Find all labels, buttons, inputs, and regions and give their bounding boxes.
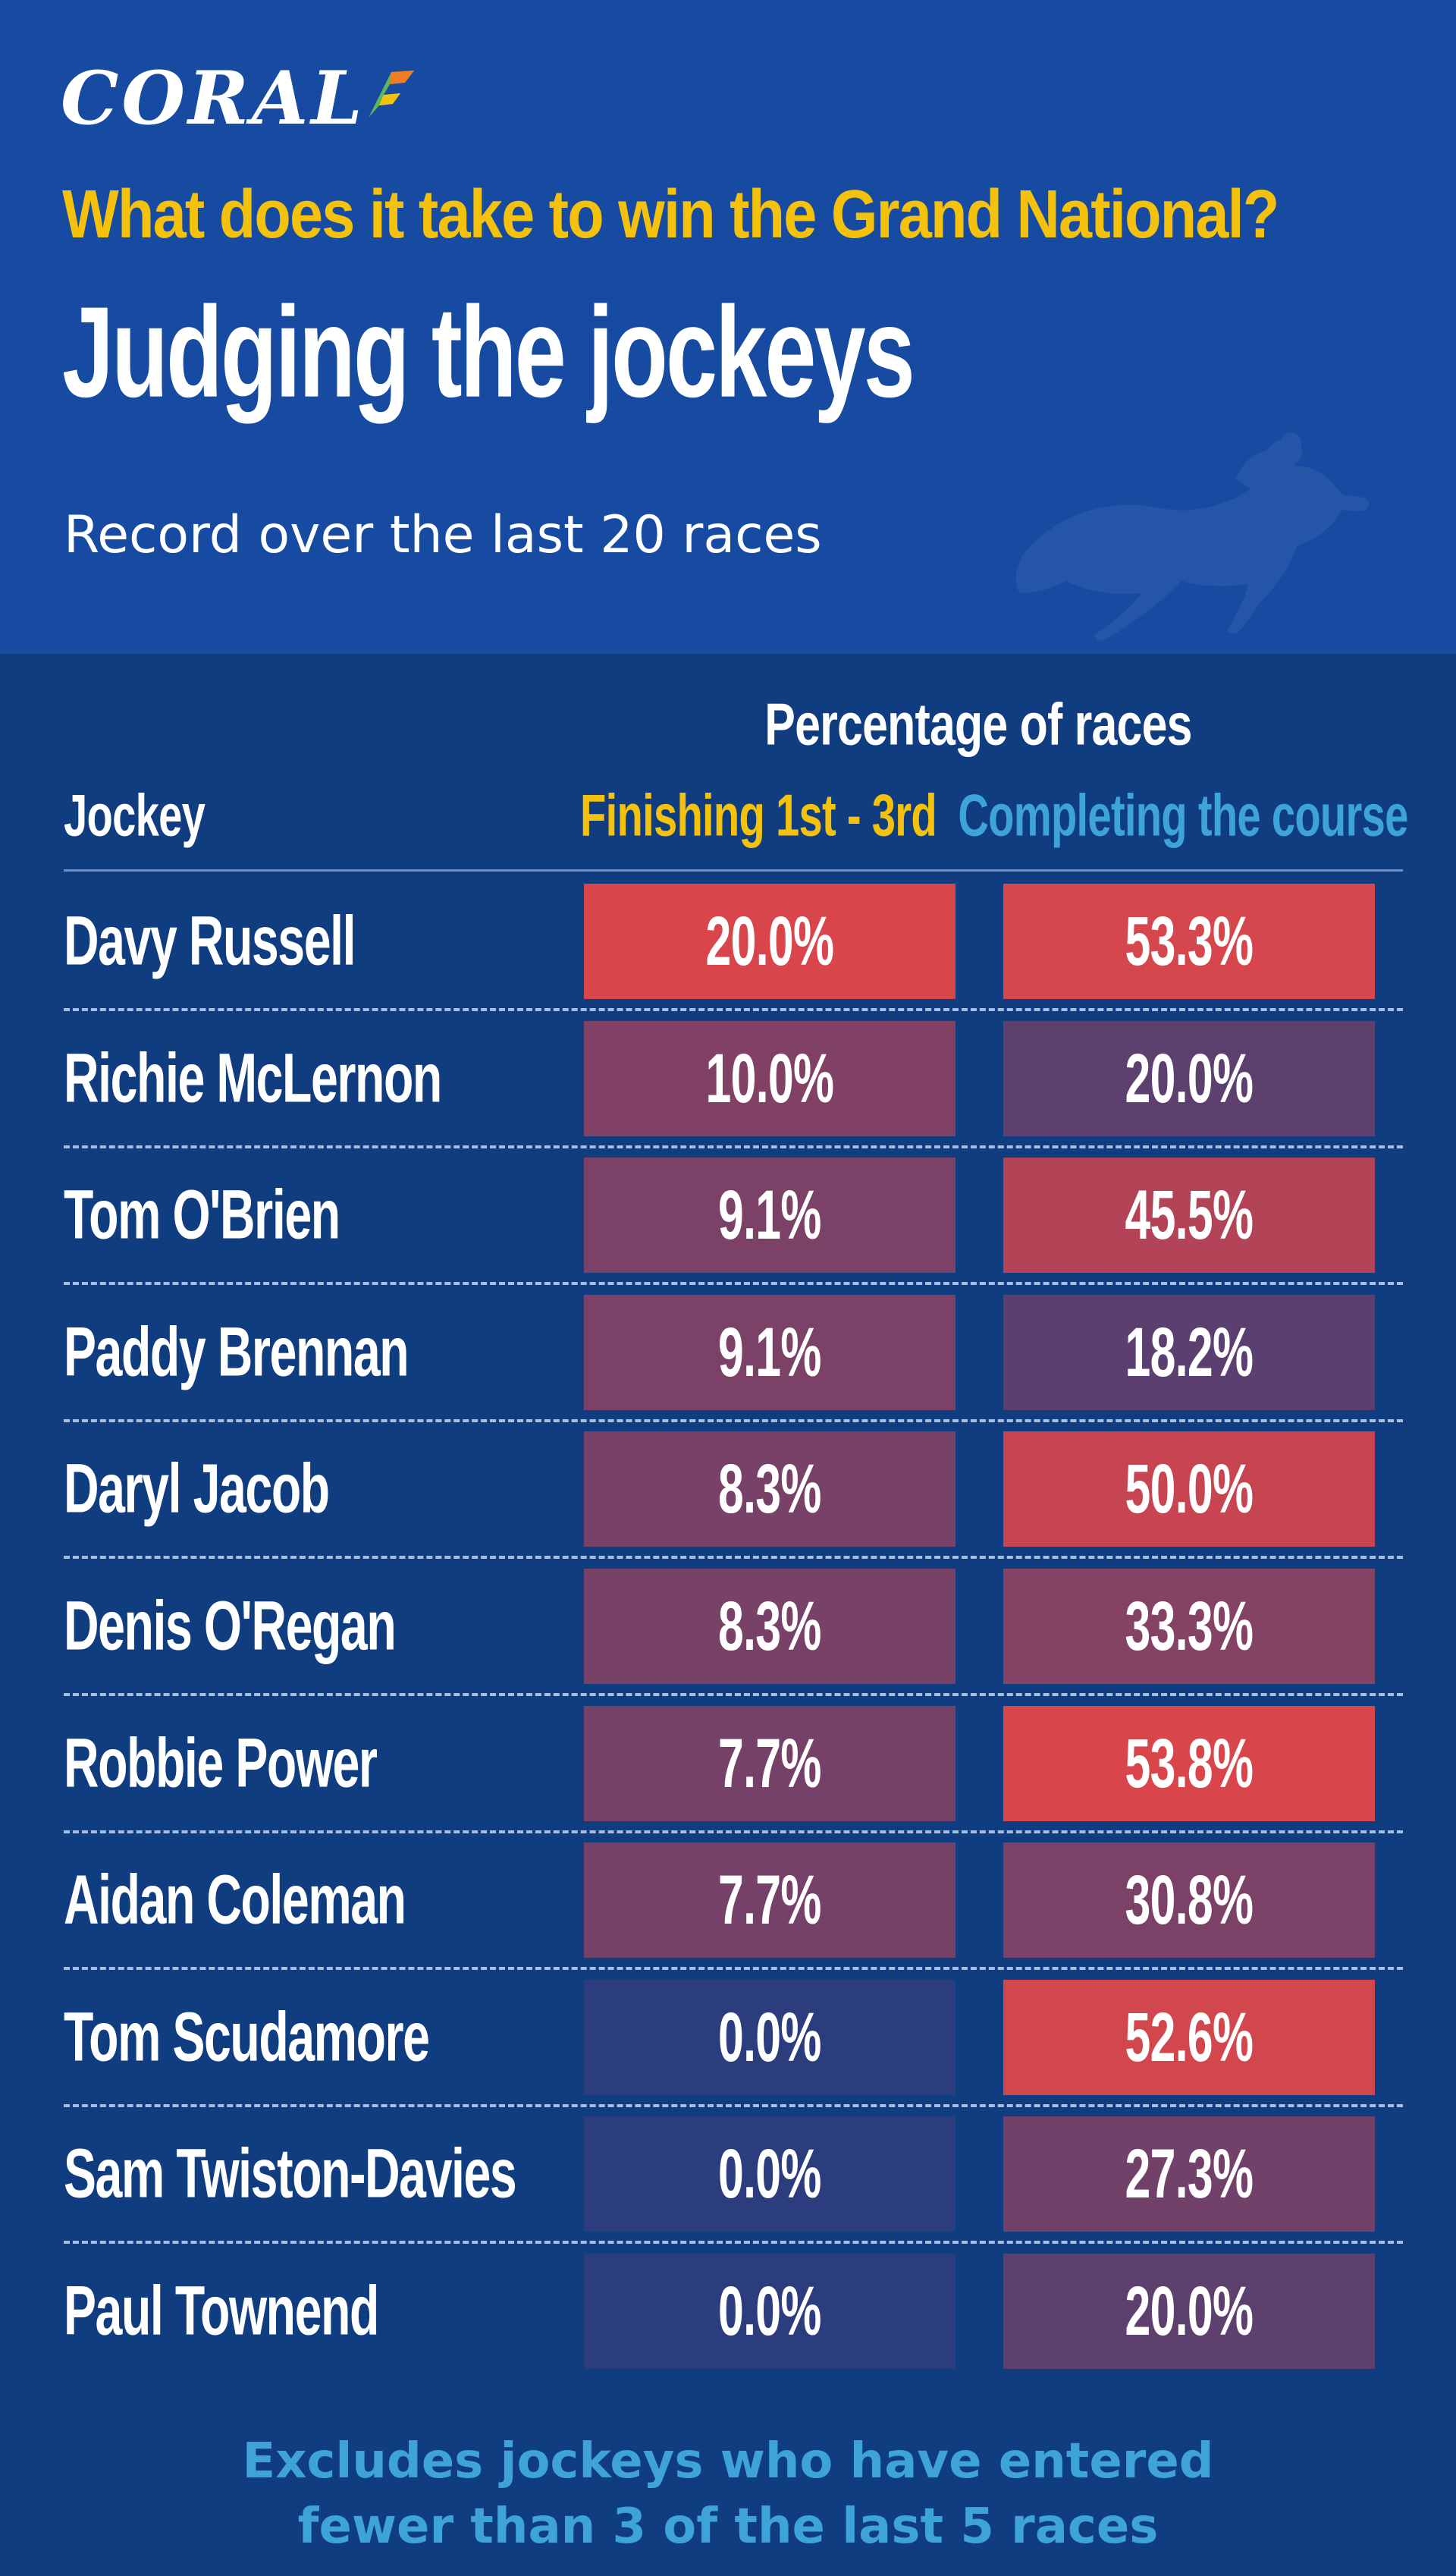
row-jockey-name: Robbie Power (64, 1724, 378, 1802)
cell-completing: 20.0% (1003, 2254, 1375, 2369)
cell-finishing: 9.1% (584, 1158, 956, 1273)
column-header-jockey: Jockey (64, 781, 206, 849)
coral-logo: CORAL (61, 53, 422, 144)
cell-finishing-value: 0.0% (718, 2135, 821, 2213)
cell-finishing-value: 20.0% (705, 902, 835, 980)
row-jockey-name: Denis O'Regan (64, 1587, 397, 1665)
cell-completing-value: 50.0% (1125, 1450, 1254, 1528)
row-separator (64, 1967, 1403, 1970)
footnote-line-2: fewer than 3 of the last 5 races (297, 2499, 1159, 2555)
row-jockey-name: Paddy Brennan (64, 1313, 410, 1391)
cell-finishing: 0.0% (584, 2116, 956, 2232)
cell-completing: 30.8% (1003, 1842, 1375, 1958)
page-subtitle: Record over the last 20 races (64, 505, 822, 565)
row-separator (64, 1693, 1403, 1696)
cell-finishing: 10.0% (584, 1021, 956, 1136)
cell-finishing-value: 0.0% (718, 2272, 821, 2350)
cell-finishing: 0.0% (584, 2254, 956, 2369)
cell-finishing-value: 9.1% (718, 1313, 821, 1391)
header-divider (64, 869, 1403, 872)
page-title: Judging the jockeys (62, 280, 915, 425)
cell-finishing: 8.3% (584, 1569, 956, 1684)
row-jockey-name: Tom Scudamore (64, 1998, 430, 2076)
row-jockey-name: Daryl Jacob (64, 1450, 330, 1528)
cell-finishing: 0.0% (584, 1980, 956, 2095)
row-jockey-name: Aidan Coleman (64, 1861, 406, 1939)
cell-finishing: 9.1% (584, 1295, 956, 1410)
cell-finishing-value: 9.1% (718, 1176, 821, 1254)
cell-completing-value: 45.5% (1125, 1176, 1254, 1254)
cell-completing: 33.3% (1003, 1569, 1375, 1684)
cell-finishing-value: 7.7% (718, 1861, 821, 1939)
row-separator (64, 1830, 1403, 1833)
cell-completing: 27.3% (1003, 2116, 1375, 2232)
row-separator (64, 1282, 1403, 1285)
cell-completing: 53.8% (1003, 1706, 1375, 1821)
footnote: Excludes jockeys who have entered fewer … (121, 2429, 1335, 2559)
cell-completing: 45.5% (1003, 1158, 1375, 1273)
row-jockey-name: Richie McLernon (64, 1039, 442, 1117)
column-header-completing: Completing the course (958, 781, 1408, 849)
row-jockey-name: Paul Townend (64, 2272, 379, 2350)
row-separator (64, 1419, 1403, 1422)
cell-finishing: 20.0% (584, 884, 956, 999)
headline-question: What does it take to win the Grand Natio… (62, 177, 1279, 253)
cell-finishing: 8.3% (584, 1431, 956, 1547)
row-jockey-name: Sam Twiston-Davies (64, 2135, 517, 2213)
cell-completing-value: 20.0% (1125, 1039, 1254, 1117)
row-separator (64, 2241, 1403, 2244)
cell-completing-value: 30.8% (1125, 1861, 1254, 1939)
header-banner: CORAL What does it take to win the Grand… (0, 0, 1456, 654)
cell-completing-value: 53.3% (1125, 902, 1254, 980)
cell-finishing: 7.7% (584, 1842, 956, 1958)
cell-finishing-value: 0.0% (718, 1998, 821, 2076)
cell-completing-value: 18.2% (1125, 1313, 1254, 1391)
cell-completing: 18.2% (1003, 1295, 1375, 1410)
column-group-header: Percentage of races (764, 690, 1192, 758)
cell-completing: 53.3% (1003, 884, 1375, 999)
row-separator (64, 1008, 1403, 1011)
cell-completing-value: 20.0% (1125, 2272, 1254, 2350)
cell-completing-value: 33.3% (1125, 1587, 1254, 1665)
logo-wordmark: CORAL (61, 55, 366, 141)
cell-completing-value: 52.6% (1125, 1998, 1254, 2076)
cell-finishing-value: 8.3% (718, 1450, 821, 1528)
row-separator (64, 2104, 1403, 2107)
cell-finishing-value: 10.0% (705, 1039, 835, 1117)
cell-completing: 52.6% (1003, 1980, 1375, 2095)
cell-completing: 20.0% (1003, 1021, 1375, 1136)
cell-finishing: 7.7% (584, 1706, 956, 1821)
row-jockey-name: Tom O'Brien (64, 1176, 340, 1254)
row-jockey-name: Davy Russell (64, 902, 356, 980)
cell-finishing-value: 8.3% (718, 1587, 821, 1665)
horse-and-jockey-silhouette-icon (1015, 432, 1370, 642)
column-header-finishing: Finishing 1st - 3rd (580, 781, 937, 849)
cell-completing-value: 27.3% (1125, 2135, 1254, 2213)
coral-flag-icon (368, 71, 414, 118)
cell-finishing-value: 7.7% (718, 1724, 821, 1802)
cell-completing-value: 53.8% (1125, 1724, 1254, 1802)
cell-completing: 50.0% (1003, 1431, 1375, 1547)
row-separator (64, 1556, 1403, 1559)
footnote-line-1: Excludes jockeys who have entered (242, 2433, 1214, 2490)
row-separator (64, 1145, 1403, 1148)
